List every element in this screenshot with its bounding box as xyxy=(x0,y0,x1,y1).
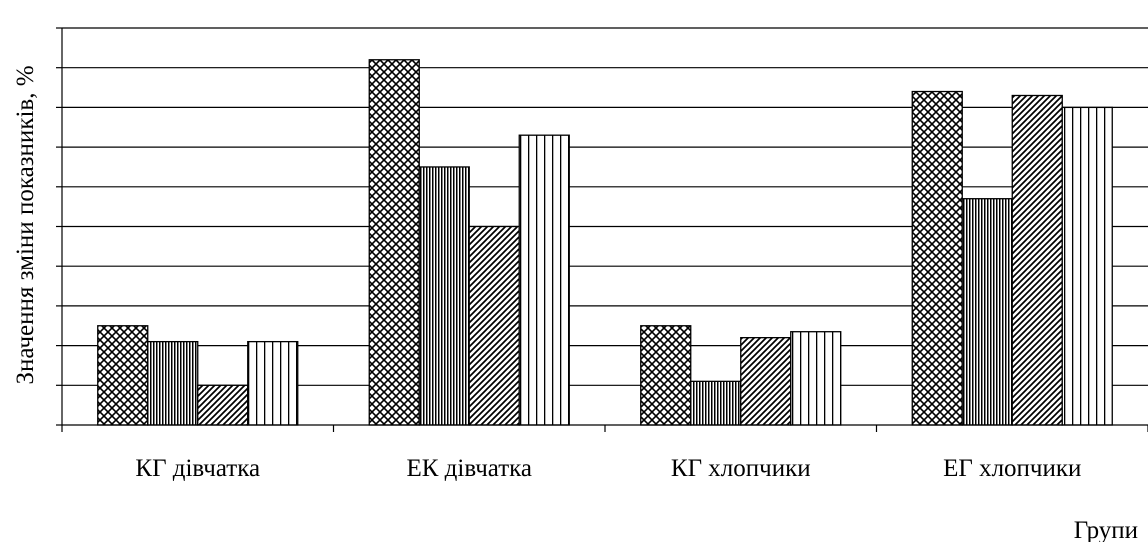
x-tick-label: КГ хлопчики xyxy=(671,455,811,482)
bar xyxy=(911,90,963,426)
bar xyxy=(690,380,742,426)
bar xyxy=(197,384,249,426)
bar xyxy=(468,225,520,426)
x-axis-title: Групи xyxy=(1074,517,1138,542)
y-axis-title: Значення зміни показників, % xyxy=(12,65,39,384)
bars xyxy=(97,59,1113,426)
bar xyxy=(97,325,149,426)
bar xyxy=(247,340,299,426)
bar xyxy=(740,337,792,426)
bar xyxy=(1011,94,1063,426)
axes xyxy=(56,27,1148,432)
bar xyxy=(961,198,1013,426)
bar xyxy=(368,59,420,426)
gridlines xyxy=(62,27,1148,386)
x-tick-labels: КГ дівчатка ЕК дівчатка КГ хлопчики ЕГ хлоп… xyxy=(135,455,1081,482)
x-tick-label: КГ дівчатка xyxy=(135,455,260,482)
bar xyxy=(418,166,470,426)
x-tick-label: ЕГ хлопчики xyxy=(943,455,1081,482)
bar xyxy=(147,340,199,426)
bar xyxy=(518,134,570,426)
bar xyxy=(790,331,842,426)
bar xyxy=(640,325,692,426)
bar xyxy=(1061,106,1113,426)
x-tick-label: ЕК дівчатка xyxy=(406,455,532,482)
